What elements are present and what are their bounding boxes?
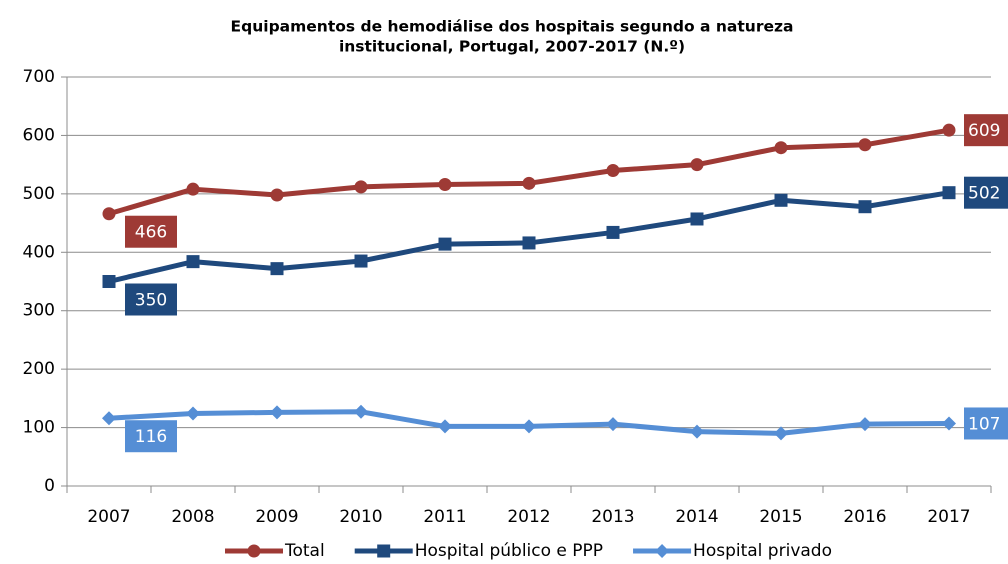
data-label-box <box>964 407 1008 440</box>
marker <box>354 404 368 419</box>
x-tick-label: 2015 <box>759 507 802 527</box>
marker <box>186 255 200 269</box>
legend-marker <box>655 544 670 558</box>
data-label-box <box>125 283 177 316</box>
y-tick-label: 300 <box>23 301 55 321</box>
marker <box>858 417 872 432</box>
data-label-box <box>125 420 177 453</box>
legend-marker <box>247 544 261 558</box>
chart-title: institucional, Portugal, 2007-2017 (N.º) <box>339 38 685 56</box>
marker <box>186 406 200 421</box>
legend-label: Total <box>284 541 325 561</box>
marker <box>354 254 368 268</box>
marker <box>774 193 788 207</box>
x-tick-label: 2017 <box>927 507 970 527</box>
y-tick-label: 600 <box>23 125 55 145</box>
x-tick-label: 2012 <box>507 507 550 527</box>
legend-label: Hospital público e PPP <box>415 541 603 561</box>
legend-marker <box>377 544 391 558</box>
data-label: 609 <box>968 121 1000 141</box>
marker <box>942 186 956 200</box>
marker <box>606 417 620 432</box>
data-label: 502 <box>968 184 1000 204</box>
data-label-box <box>964 176 1008 209</box>
x-tick-label: 2016 <box>843 507 886 527</box>
y-tick-label: 0 <box>44 476 55 496</box>
marker <box>942 416 956 431</box>
data-label: 350 <box>135 291 167 311</box>
marker <box>270 262 284 276</box>
marker <box>690 212 704 226</box>
marker <box>942 123 956 137</box>
data-label: 107 <box>968 414 1000 434</box>
marker <box>858 138 872 152</box>
data-label-box <box>125 215 177 248</box>
x-tick-label: 2013 <box>591 507 634 527</box>
marker <box>690 158 704 172</box>
y-tick-label: 700 <box>23 67 55 87</box>
marker <box>522 176 536 190</box>
marker <box>438 178 452 192</box>
marker <box>690 424 704 439</box>
marker <box>522 236 536 250</box>
data-label: 116 <box>135 427 167 447</box>
x-tick-label: 2007 <box>87 507 130 527</box>
data-label-box <box>964 114 1008 147</box>
marker <box>270 188 284 202</box>
x-tick-label: 2011 <box>423 507 466 527</box>
marker <box>102 275 116 288</box>
legend-label: Hospital privado <box>693 541 832 561</box>
marker <box>102 207 116 221</box>
y-tick-label: 200 <box>23 359 55 379</box>
marker <box>438 419 452 434</box>
data-label: 466 <box>135 223 167 243</box>
marker <box>774 426 788 441</box>
y-tick-label: 500 <box>23 184 55 204</box>
marker <box>522 419 536 434</box>
marker <box>858 200 872 214</box>
marker <box>270 405 284 420</box>
marker <box>186 182 200 196</box>
marker <box>774 141 788 155</box>
marker <box>438 237 452 251</box>
x-tick-label: 2008 <box>171 507 214 527</box>
marker <box>606 225 620 239</box>
x-tick-label: 2014 <box>675 507 718 527</box>
marker <box>606 163 620 177</box>
y-tick-label: 100 <box>23 418 55 438</box>
marker <box>354 180 368 194</box>
x-tick-label: 2010 <box>339 507 382 527</box>
y-tick-label: 400 <box>23 242 55 262</box>
chart-title: Equipamentos de hemodiálise dos hospitai… <box>231 18 794 36</box>
marker <box>102 411 116 426</box>
x-tick-label: 2009 <box>255 507 298 527</box>
